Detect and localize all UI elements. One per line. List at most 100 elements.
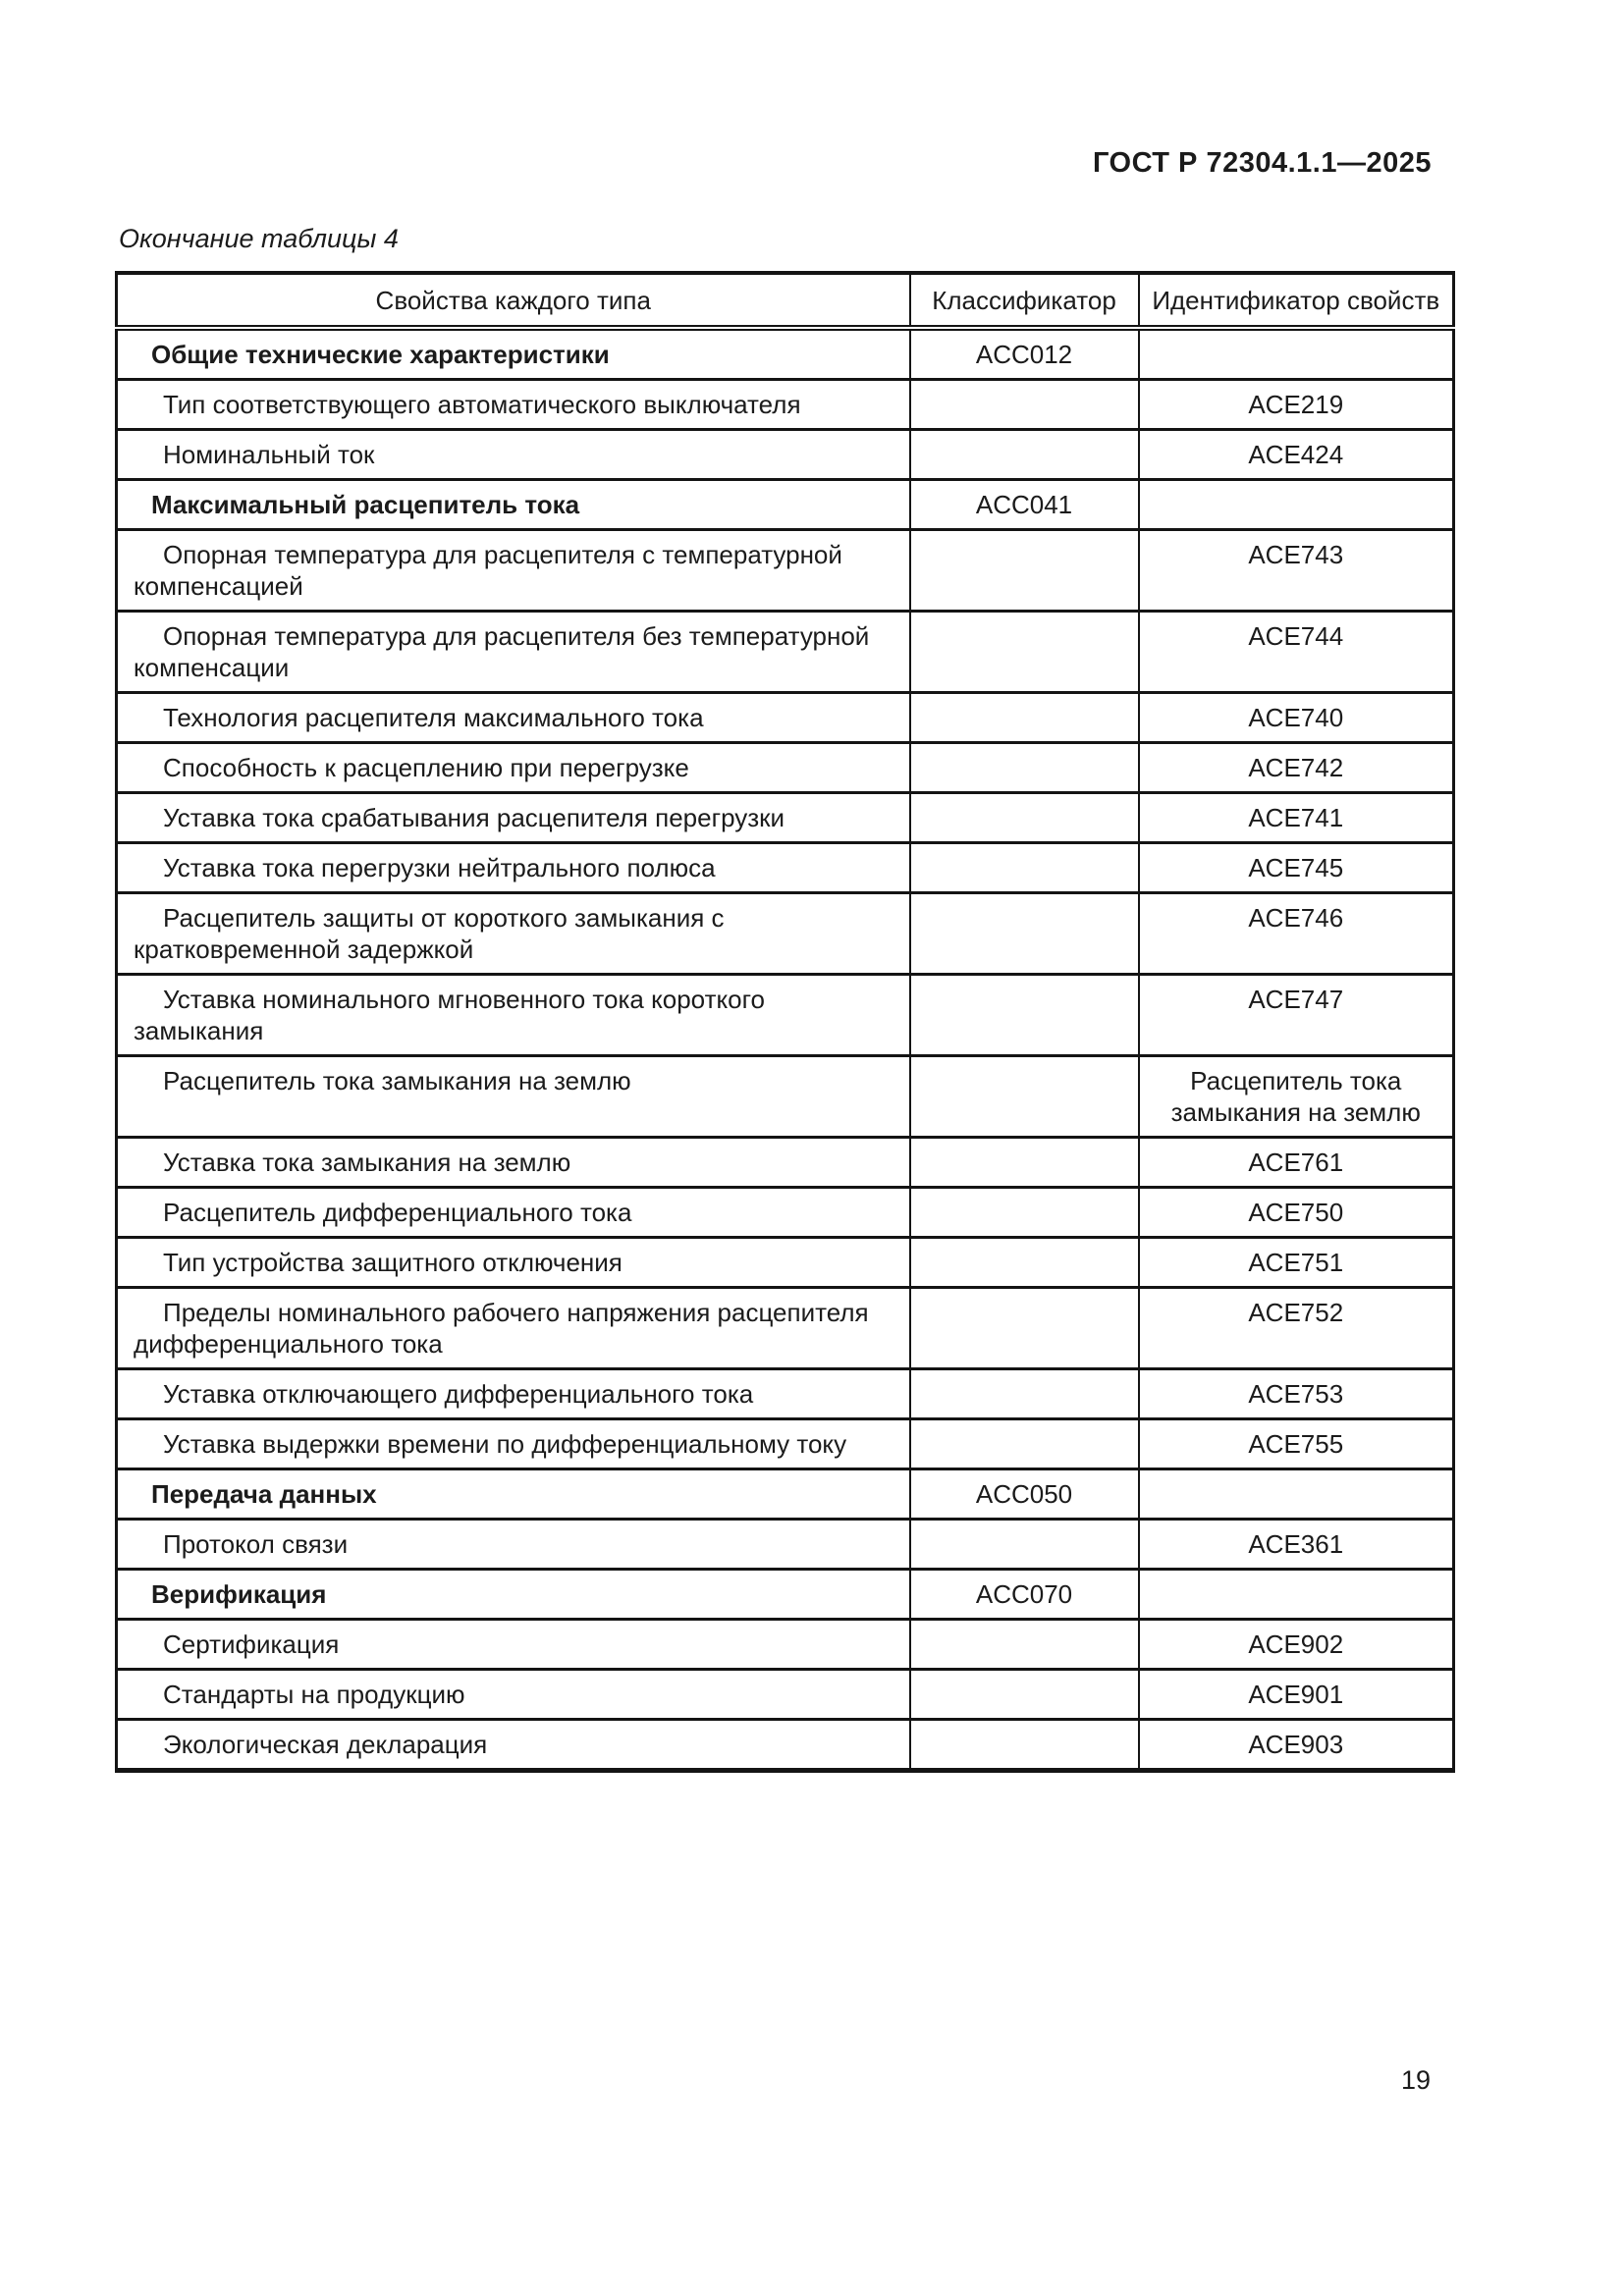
property-cell: Опорная температура для расцепителя с те… [115, 529, 911, 612]
classifier-cell [908, 792, 1140, 843]
property-cell: Расцепитель защиты от короткого замыкани… [115, 892, 911, 975]
property-cell: Экологическая декларация [115, 1719, 911, 1771]
table-row: Расцепитель защиты от короткого замыкани… [115, 892, 1455, 975]
table-row: Экологическая декларация ACE903 [115, 1719, 1455, 1771]
property-cell: Уставка тока срабатывания расцепителя пе… [115, 792, 911, 843]
property-cell: Уставка номинального мгновенного тока ко… [115, 974, 911, 1056]
table-caption: Окончание таблицы 4 [119, 224, 399, 253]
property-cell: Стандарты на продукцию [115, 1669, 911, 1720]
identifier-cell: ACE751 [1137, 1237, 1455, 1288]
property-cell: Способность к расцеплению при перегрузке [115, 742, 911, 793]
col-header-property: Свойства каждого типа [115, 273, 911, 328]
identifier-cell: ACE747 [1137, 974, 1455, 1056]
identifier-cell: ACE219 [1137, 379, 1455, 430]
property-cell: Общие технические характеристики [115, 328, 911, 380]
table-section-row: Верификация ACC070 [115, 1569, 1455, 1620]
property-cell: Номинальный ток [115, 429, 911, 480]
classifier-cell: ACC041 [908, 479, 1140, 530]
table-row: Уставка тока перегрузки нейтрального пол… [115, 842, 1455, 893]
table-row: Технология расцепителя максимального ток… [115, 692, 1455, 743]
table-row: Протокол связи ACE361 [115, 1519, 1455, 1570]
table-row: Сертификация ACE902 [115, 1619, 1455, 1670]
classifier-cell: ACC050 [908, 1468, 1140, 1520]
table-row: Расцепитель дифференциального тока ACE750 [115, 1187, 1455, 1238]
property-cell: Расцепитель дифференциального тока [115, 1187, 911, 1238]
table-row: Тип соответствующего автоматического вык… [115, 379, 1455, 430]
col-header-classifier: Классификатор [908, 273, 1140, 328]
property-cell: Уставка тока замыкания на землю [115, 1137, 911, 1188]
identifier-cell: ACE901 [1137, 1669, 1455, 1720]
identifier-cell: ACE742 [1137, 742, 1455, 793]
classifier-cell [908, 1418, 1140, 1469]
col-header-identifier: Идентификатор свойств [1137, 273, 1455, 328]
classifier-cell [908, 611, 1140, 693]
classifier-cell: ACC070 [908, 1569, 1140, 1620]
table-row: Уставка номинального мгновенного тока ко… [115, 974, 1455, 1056]
classifier-cell [908, 1519, 1140, 1570]
table-row: Тип устройства защитного отключения ACE75… [115, 1237, 1455, 1288]
classifier-cell [908, 429, 1140, 480]
classifier-cell [908, 692, 1140, 743]
classifier-cell [908, 1669, 1140, 1720]
classifier-cell [908, 379, 1140, 430]
identifier-cell: ACE743 [1137, 529, 1455, 612]
table-row: Опорная температура для расцепителя без … [115, 611, 1455, 693]
table-row: Уставка тока замыкания на землю ACE761 [115, 1137, 1455, 1188]
page-number: 19 [1400, 2065, 1431, 2095]
identifier-cell: ACE746 [1137, 892, 1455, 975]
identifier-cell: Расцепитель тока замыкания на землю [1137, 1055, 1455, 1138]
classifier-cell [908, 1719, 1140, 1771]
property-cell: Уставка отключающего дифференциального т… [115, 1368, 911, 1419]
property-cell: Уставка выдержки времени по дифференциал… [115, 1418, 911, 1469]
table-section-row: Передача данных ACC050 [115, 1468, 1455, 1520]
identifier-cell: ACE903 [1137, 1719, 1455, 1771]
table-section-row: Общие технические характеристики ACC012 [115, 328, 1455, 380]
property-cell: Технология расцепителя максимального ток… [115, 692, 911, 743]
identifier-cell: ACE745 [1137, 842, 1455, 893]
properties-table: Свойства каждого типа Классификатор Иден… [115, 271, 1455, 1773]
classifier-cell [908, 1237, 1140, 1288]
property-cell: Протокол связи [115, 1519, 911, 1570]
table-section-row: Максимальный расцепитель тока ACC041 [115, 479, 1455, 530]
identifier-cell [1137, 328, 1455, 380]
property-cell: Опорная температура для расцепителя без … [115, 611, 911, 693]
table-row: Уставка выдержки времени по дифференциал… [115, 1418, 1455, 1469]
classifier-cell [908, 892, 1140, 975]
property-cell: Уставка тока перегрузки нейтрального пол… [115, 842, 911, 893]
identifier-cell: ACE424 [1137, 429, 1455, 480]
property-cell: Тип соответствующего автоматического вык… [115, 379, 911, 430]
table-row: Пределы номинального рабочего напряжения… [115, 1287, 1455, 1369]
property-cell: Верификация [115, 1569, 911, 1620]
table-row: Уставка тока срабатывания расцепителя пе… [115, 792, 1455, 843]
property-cell: Максимальный расцепитель тока [115, 479, 911, 530]
table-row: Опорная температура для расцепителя с те… [115, 529, 1455, 612]
identifier-cell: ACE753 [1137, 1368, 1455, 1419]
property-cell: Передача данных [115, 1468, 911, 1520]
doc-code-header: ГОСТ Р 72304.1.1—2025 [1092, 147, 1432, 179]
classifier-cell [908, 529, 1140, 612]
table-row: Расцепитель тока замыкания на землю Расце… [115, 1055, 1455, 1138]
property-cell: Тип устройства защитного отключения [115, 1237, 911, 1288]
table-row: Уставка отключающего дифференциального т… [115, 1368, 1455, 1419]
identifier-cell: ACE761 [1137, 1137, 1455, 1188]
table-row: Номинальный ток ACE424 [115, 429, 1455, 480]
classifier-cell [908, 1287, 1140, 1369]
classifier-cell [908, 1055, 1140, 1138]
identifier-cell: ACE902 [1137, 1619, 1455, 1670]
property-cell: Сертификация [115, 1619, 911, 1670]
classifier-cell: ACC012 [908, 328, 1140, 380]
identifier-cell: ACE361 [1137, 1519, 1455, 1570]
identifier-cell: ACE750 [1137, 1187, 1455, 1238]
table-row: Способность к расцеплению при перегрузке… [115, 742, 1455, 793]
property-cell: Пределы номинального рабочего напряжения… [115, 1287, 911, 1369]
identifier-cell [1137, 1468, 1455, 1520]
property-cell: Расцепитель тока замыкания на землю [115, 1055, 911, 1138]
classifier-cell [908, 974, 1140, 1056]
identifier-cell: ACE740 [1137, 692, 1455, 743]
identifier-cell: ACE752 [1137, 1287, 1455, 1369]
identifier-cell [1137, 479, 1455, 530]
identifier-cell: ACE755 [1137, 1418, 1455, 1469]
classifier-cell [908, 1368, 1140, 1419]
table-header-row: Свойства каждого типа Классификатор Иден… [115, 273, 1455, 328]
classifier-cell [908, 742, 1140, 793]
